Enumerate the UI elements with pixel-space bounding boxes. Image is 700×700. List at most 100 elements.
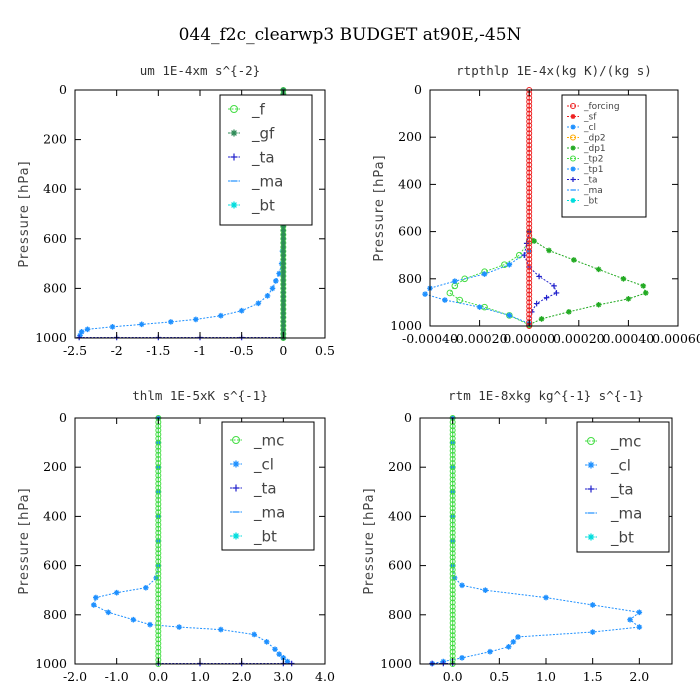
legend-marker <box>570 124 576 130</box>
data-point <box>155 628 162 635</box>
data-point <box>526 157 533 164</box>
data-point <box>627 616 633 623</box>
x-tick-label: 1.5 <box>583 669 603 684</box>
data-point <box>449 497 456 503</box>
x-tick-label: 0.00040 <box>603 331 655 346</box>
data-point <box>449 447 456 454</box>
data-point <box>155 464 162 471</box>
data-point <box>595 301 602 308</box>
data-point <box>280 302 286 308</box>
data-point <box>155 443 162 450</box>
data-point <box>526 252 533 259</box>
x-tick-label: 0.5 <box>489 669 509 684</box>
legend-marker <box>230 201 238 209</box>
data-point <box>449 640 456 647</box>
x-tick-label: -2.0 <box>63 669 87 684</box>
data-point <box>531 238 537 244</box>
data-point <box>526 138 533 145</box>
legend-label: _cl <box>253 455 274 474</box>
data-point <box>193 316 199 323</box>
data-point <box>526 299 533 306</box>
panel-3: thlm 1E-5xK s^{-1} Pressure [hPa] 0 200 400 6… <box>17 388 335 684</box>
data-point <box>526 126 533 133</box>
data-point <box>155 456 162 462</box>
data-point <box>526 181 533 188</box>
legend-marker <box>587 437 595 445</box>
data-point <box>526 212 533 219</box>
data-point <box>526 232 533 239</box>
data-point <box>449 427 456 434</box>
data-point <box>449 464 456 471</box>
data-point <box>273 278 279 284</box>
data-point <box>526 153 533 160</box>
data-point <box>449 525 456 532</box>
data-point <box>280 285 286 291</box>
data-point <box>155 615 162 622</box>
data-point <box>280 232 286 238</box>
data-point <box>280 314 286 320</box>
data-point <box>449 620 456 626</box>
data-point <box>526 260 533 267</box>
data-point <box>449 521 456 528</box>
legend-label: _ma <box>251 172 283 191</box>
y-axis-label: Pressure [hPa] <box>372 154 387 261</box>
legend-box <box>561 94 647 218</box>
legend-marker <box>570 145 576 151</box>
data-point <box>526 279 533 286</box>
data-point <box>526 173 533 180</box>
data-point <box>543 294 550 301</box>
data-point <box>449 636 456 643</box>
legend-marker <box>587 533 595 541</box>
legend-marker <box>230 105 238 113</box>
data-point <box>280 290 286 296</box>
data-point <box>551 283 557 289</box>
data-point <box>155 546 162 553</box>
data-point <box>526 307 533 314</box>
data-point <box>284 658 291 665</box>
data-point <box>155 595 162 602</box>
data-point <box>595 266 602 273</box>
x-tick-label: -2.5 <box>63 343 87 358</box>
data-point <box>449 468 456 475</box>
legend-marker <box>230 153 238 161</box>
data-point <box>589 602 596 608</box>
legend-label: _cl <box>583 123 596 133</box>
y-tick-label: 200 <box>43 132 67 147</box>
data-point <box>155 542 162 549</box>
data-point <box>482 587 489 593</box>
data-point <box>93 594 99 601</box>
y-tick-label: 200 <box>388 459 412 474</box>
legend-box <box>576 421 670 553</box>
data-point <box>280 236 286 242</box>
x-tick-label: 0.00000 <box>503 331 555 346</box>
y-tick-label: 800 <box>398 271 422 286</box>
y-tick-label: 400 <box>388 508 412 523</box>
panel-title: thlm 1E-5xK s^{-1} <box>132 388 267 403</box>
data-point <box>280 273 286 279</box>
legend-marker <box>570 114 576 119</box>
data-point <box>571 257 577 263</box>
data-point <box>526 220 533 227</box>
data-point <box>526 216 533 223</box>
data-point <box>449 587 456 594</box>
data-point <box>526 185 533 192</box>
data-point <box>526 106 533 113</box>
legend-label: _ta <box>583 176 598 186</box>
legend: _forcing_sf_cl_dp2_dp1_tp2_tp1_ta_ma_bt <box>561 94 647 218</box>
data-point <box>263 639 270 645</box>
data-point <box>526 102 533 109</box>
data-point <box>155 480 162 487</box>
data-point <box>526 267 533 274</box>
data-point <box>625 296 632 302</box>
data-point <box>449 603 456 610</box>
data-point <box>515 634 521 640</box>
data-point <box>526 193 533 200</box>
legend-label: _bt <box>253 527 277 546</box>
data-point <box>546 247 552 254</box>
data-point <box>536 273 542 280</box>
data-point <box>155 517 162 524</box>
data-point <box>533 300 540 307</box>
legend-label: _dp2 <box>583 134 606 144</box>
y-tick-label: 800 <box>43 607 67 622</box>
data-point <box>155 431 162 438</box>
